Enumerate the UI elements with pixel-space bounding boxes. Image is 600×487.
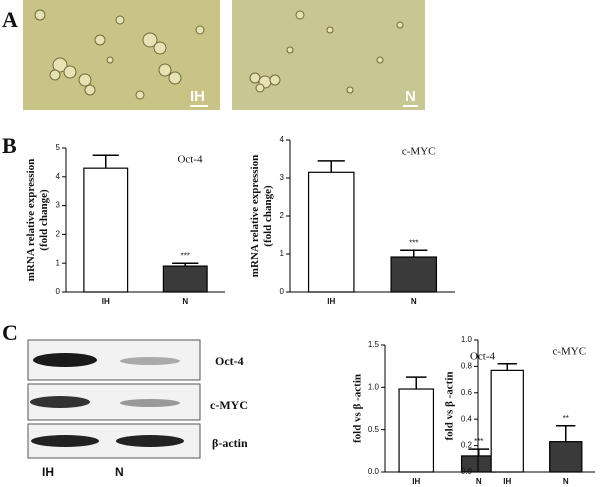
y-axis-label: (fold change) (38, 189, 50, 251)
y-tick-label: 1.0 (368, 382, 380, 391)
x-tick-label: N (563, 477, 569, 486)
bar (307, 171, 355, 293)
y-tick-label: 0.5 (368, 425, 380, 434)
y-tick-label: 0.4 (461, 414, 473, 423)
y-axis-label: mRNA relative expression (249, 155, 261, 277)
bar (390, 256, 438, 293)
lane-label: N (115, 465, 124, 479)
lane-label: IH (42, 465, 54, 479)
y-tick-label: 0.8 (461, 362, 473, 371)
bar (162, 265, 208, 293)
y-axis-label: (fold change) (262, 185, 274, 247)
x-tick-label: N (476, 477, 482, 486)
micrograph: N (232, 0, 425, 110)
y-tick-label: 4 (280, 135, 285, 144)
image-label: IH (190, 88, 205, 105)
western-blot: Oct-4 c-MYC β-actin IH N (27, 339, 248, 479)
x-tick-label: IH (327, 297, 335, 306)
y-tick-label: 0.2 (461, 441, 473, 450)
x-tick-label: N (182, 297, 188, 306)
significance: ** (563, 414, 569, 423)
bar (398, 388, 435, 473)
band-label: β-actin (212, 436, 248, 450)
y-tick-label: 1 (280, 249, 285, 258)
chart-title: c-MYC (552, 346, 586, 358)
y-tick-label: 0.0 (368, 467, 380, 476)
x-tick-label: IH (503, 477, 511, 486)
y-axis-label: fold vs β -actin (352, 374, 364, 443)
y-tick-label: 1.5 (368, 340, 380, 349)
panel-label: B (2, 133, 17, 158)
bar (490, 369, 524, 473)
micrograph: IH (23, 0, 220, 110)
y-tick-label: 0.0 (461, 467, 473, 476)
chart-title: Oct-4 (470, 351, 496, 363)
y-tick-label: 2 (56, 230, 61, 239)
significance: *** (181, 251, 190, 260)
x-tick-label: IH (412, 477, 420, 486)
y-tick-label: 1.0 (461, 335, 473, 344)
panel-label: C (2, 320, 18, 345)
band-label: Oct-4 (215, 354, 244, 368)
y-tick-label: 2 (280, 211, 285, 220)
y-tick-label: 0 (56, 287, 61, 296)
y-tick-label: 3 (280, 173, 285, 182)
x-tick-label: N (411, 297, 417, 306)
y-axis-label: mRNA relative expression (25, 159, 37, 281)
bar (549, 441, 583, 473)
x-tick-label: IH (102, 297, 110, 306)
y-axis-label: fold vs β -actin (444, 371, 456, 440)
chart-title: c-MYC (402, 146, 436, 158)
y-tick-label: 0 (280, 287, 285, 296)
significance: *** (474, 437, 483, 446)
chart-title: Oct-4 (177, 154, 203, 166)
bar (83, 167, 129, 293)
y-tick-label: 1 (56, 258, 61, 267)
y-tick-label: 5 (56, 143, 61, 152)
y-tick-label: 0.6 (461, 388, 473, 397)
band-label: c-MYC (210, 398, 248, 412)
image-label: N (405, 88, 416, 105)
y-tick-label: 3 (56, 201, 61, 210)
y-tick-label: 4 (56, 172, 61, 181)
panel-label: A (2, 7, 18, 32)
significance: *** (409, 238, 418, 247)
